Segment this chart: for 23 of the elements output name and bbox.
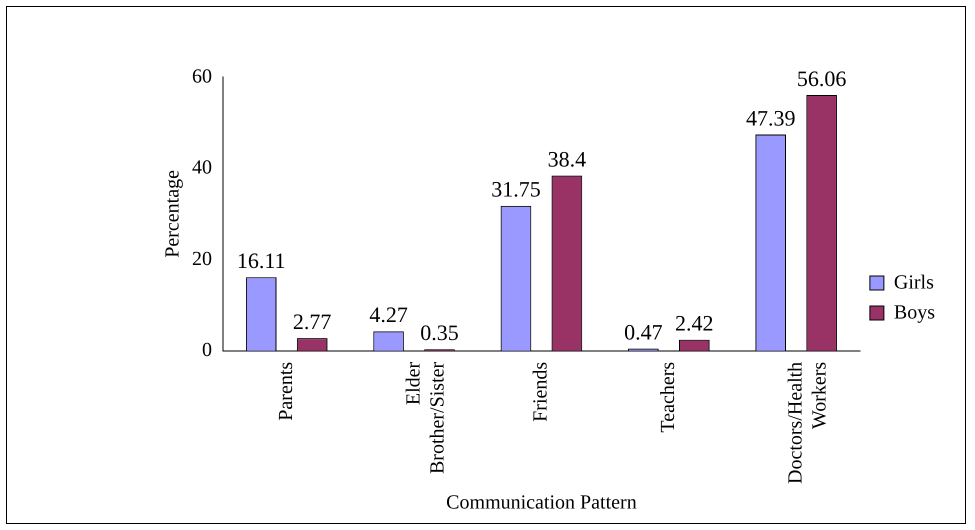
y-axis-title: Percentage (161, 170, 184, 258)
x-tick-label: Elder Brother/Sister (402, 361, 448, 474)
data-label: 38.4 (548, 146, 586, 172)
x-tick-label: Friends (530, 362, 552, 422)
y-tick-label: 20 (192, 248, 212, 270)
data-label: 16.11 (236, 248, 286, 274)
x-tick-label: Parents (274, 362, 297, 421)
legend-label: Boys (894, 301, 936, 324)
y-tick-label: 60 (192, 65, 212, 88)
data-label: 4.27 (369, 302, 408, 328)
data-label: 31.75 (491, 176, 541, 202)
data-label: 47.39 (746, 105, 796, 130)
x-tick-label: Teachers (657, 362, 680, 433)
data-label: 0.35 (420, 320, 459, 345)
y-tick-label: 0 (202, 339, 212, 362)
data-label: 2.42 (675, 310, 714, 336)
data-label: 2.77 (292, 308, 332, 334)
data-label: 0.47 (624, 319, 663, 344)
x-axis-title: Communication Pattern (446, 491, 637, 514)
x-tick-label: Doctors/Health Workers (784, 362, 830, 484)
data-label: 56.06 (796, 66, 846, 91)
y-tick-label: 40 (192, 156, 212, 179)
legend-label: Girls (894, 271, 934, 294)
